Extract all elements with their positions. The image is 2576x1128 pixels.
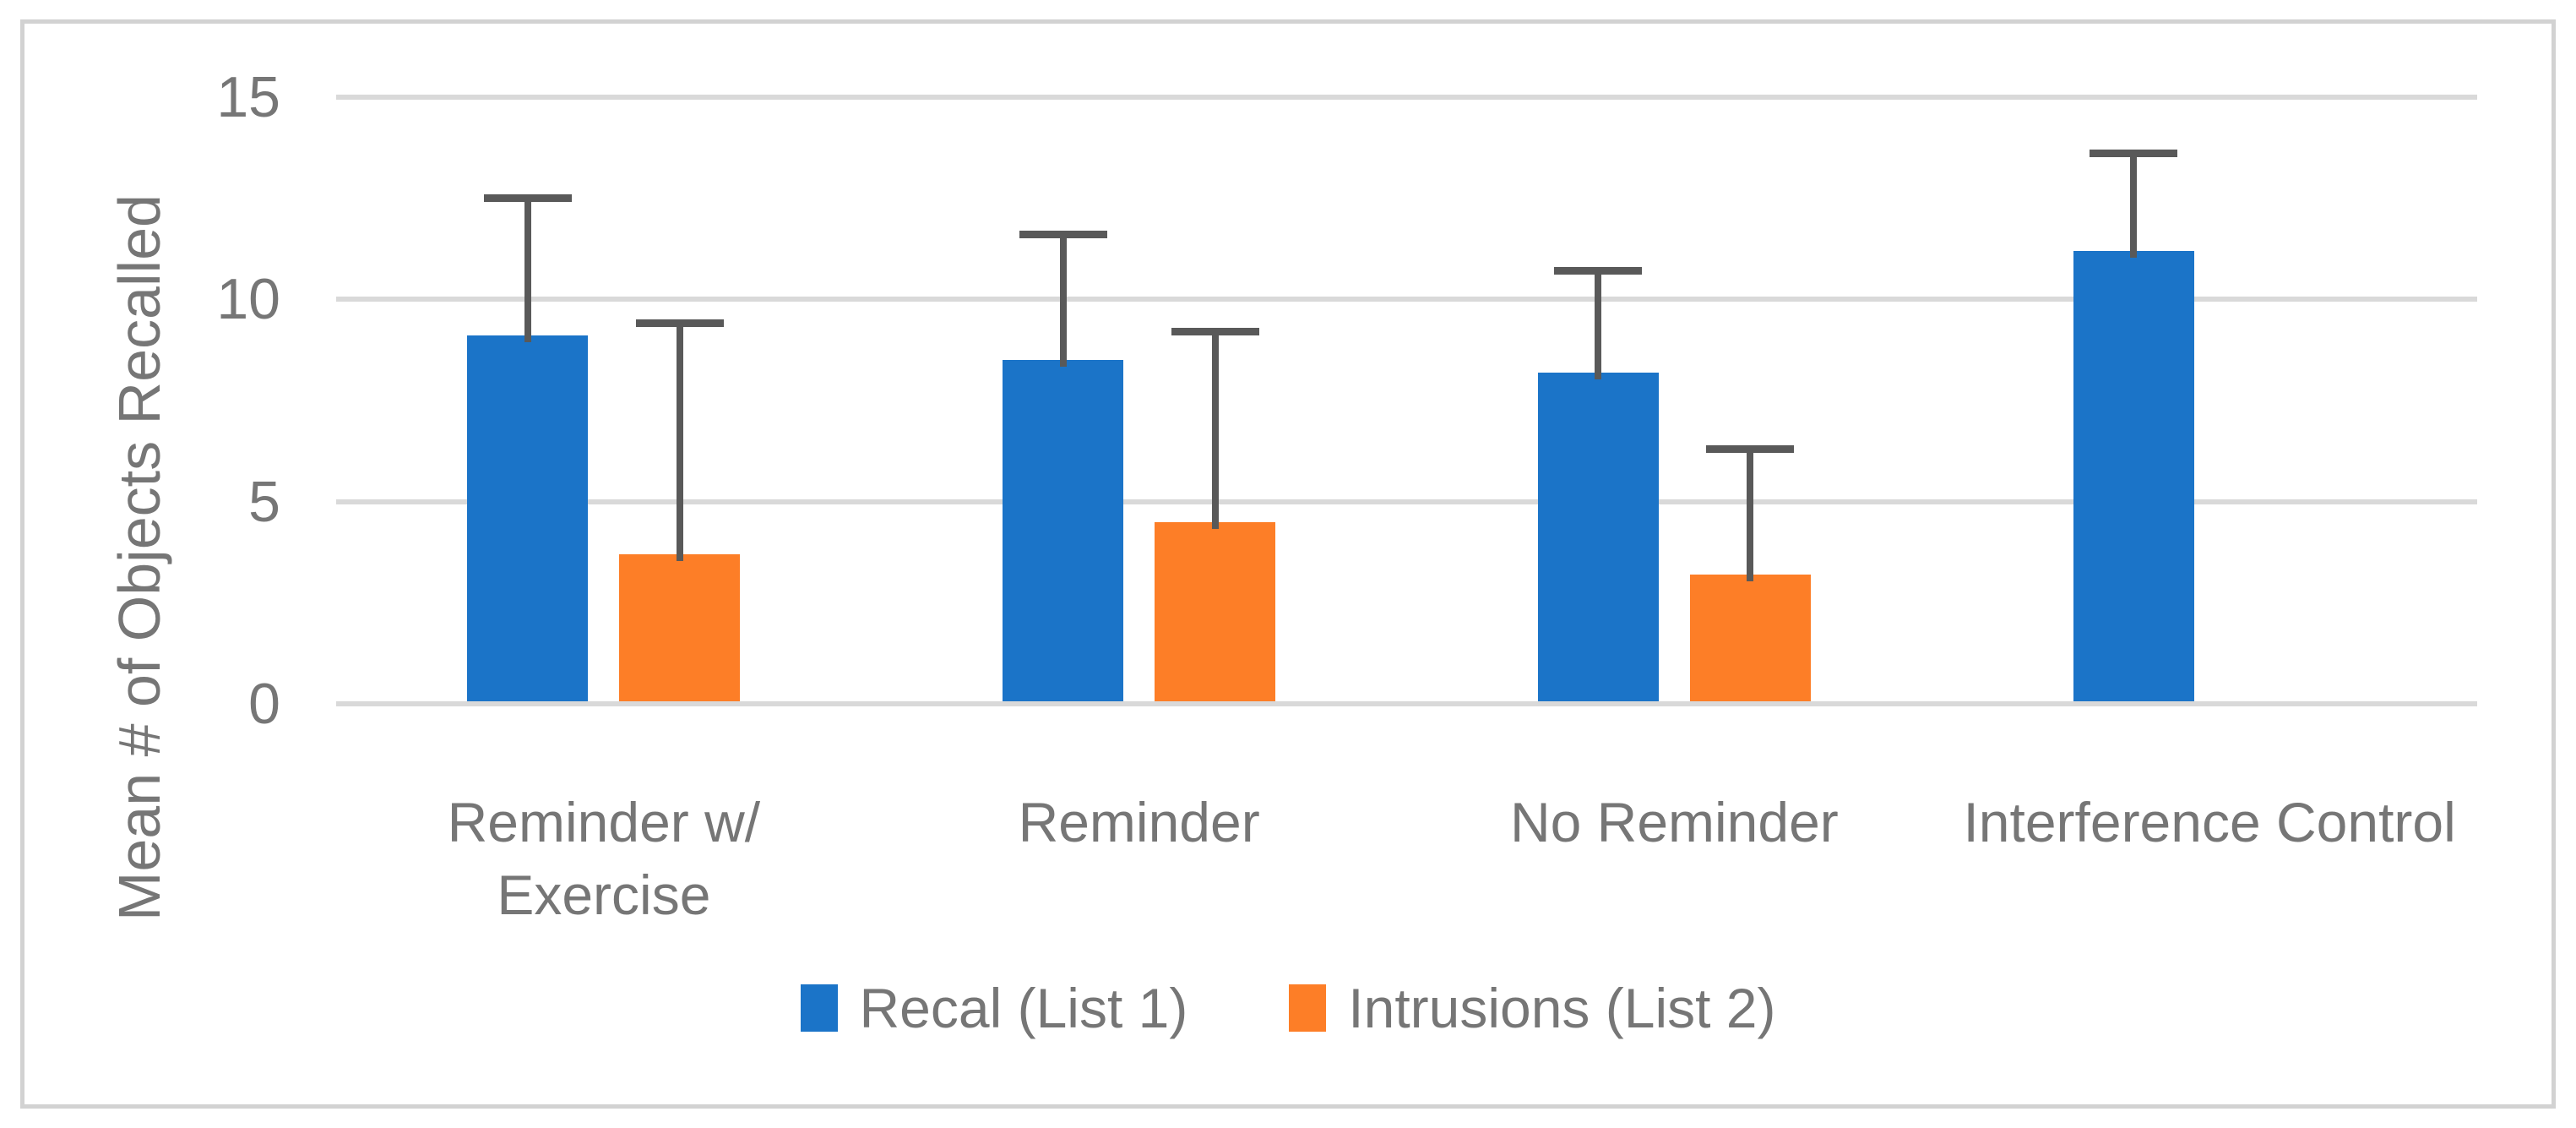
error-bar-cap — [635, 319, 724, 328]
bar-recall — [2073, 250, 2194, 704]
error-bar-line — [1211, 327, 1219, 529]
bar-intrusions — [619, 553, 741, 704]
error-bar-line — [1595, 267, 1602, 379]
y-tick-label: 10 — [216, 267, 280, 332]
plot-area — [336, 95, 2477, 704]
x-category-label: Interference Control — [1963, 791, 2456, 853]
error-bar-line — [2130, 150, 2138, 258]
x-category-label: Reminder w/ Exercise — [447, 791, 761, 926]
error-bar-line — [1747, 444, 1754, 581]
error-bar-line — [1059, 230, 1067, 368]
bar-intrusions — [1689, 574, 1811, 704]
legend: Recal (List 1) Intrusions (List 2) — [20, 978, 2556, 1038]
error-bar-line — [676, 319, 683, 561]
x-category-label: No Reminder — [1509, 791, 1839, 853]
error-bar — [1554, 267, 1643, 379]
error-bar-cap — [1171, 327, 1259, 335]
gridline — [336, 499, 2477, 504]
legend-swatch — [800, 984, 838, 1032]
error-bar-cap — [1706, 444, 1795, 453]
y-axis-title: Mean # of Objects Recalled — [106, 194, 172, 921]
legend-item: Intrusions (List 2) — [1289, 978, 1775, 1038]
y-tick-label: 15 — [216, 65, 280, 129]
bar-recall — [1003, 360, 1124, 704]
error-bar-cap — [483, 193, 572, 202]
bar-recall — [467, 335, 589, 704]
legend-item: Recal (List 1) — [800, 977, 1188, 1039]
x-axis-line — [336, 701, 2477, 706]
error-bar — [635, 319, 724, 561]
error-bar-cap — [1019, 230, 1107, 238]
error-bar — [483, 193, 572, 343]
gridline — [336, 95, 2477, 100]
error-bar — [1706, 444, 1795, 581]
error-bar-cap — [2090, 150, 2178, 158]
legend-label: Intrusions (List 2) — [1348, 977, 1776, 1039]
x-category-label: Reminder — [1018, 791, 1260, 853]
legend-label: Recal (List 1) — [859, 977, 1188, 1039]
error-bar — [2090, 150, 2178, 258]
error-bar-line — [524, 193, 531, 343]
error-bar — [1019, 230, 1107, 368]
y-tick-label: 5 — [248, 469, 280, 534]
error-bar — [1171, 327, 1259, 529]
gridline — [336, 297, 2477, 302]
y-tick-label: 0 — [248, 672, 280, 736]
bar-intrusions — [1155, 521, 1276, 704]
bar-recall — [1537, 372, 1659, 704]
error-bar-cap — [1554, 267, 1643, 275]
legend-swatch — [1289, 984, 1327, 1032]
